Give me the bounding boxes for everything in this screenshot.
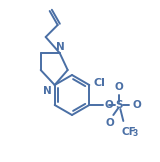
Text: Cl: Cl — [93, 78, 105, 88]
Text: O: O — [115, 82, 124, 92]
Text: 3: 3 — [132, 129, 138, 139]
Text: N: N — [56, 42, 65, 52]
Text: O: O — [106, 118, 115, 128]
Text: S: S — [116, 100, 123, 110]
Text: O: O — [104, 100, 113, 110]
Text: N: N — [43, 86, 52, 96]
Text: O: O — [132, 100, 141, 110]
Text: CF: CF — [121, 127, 136, 137]
